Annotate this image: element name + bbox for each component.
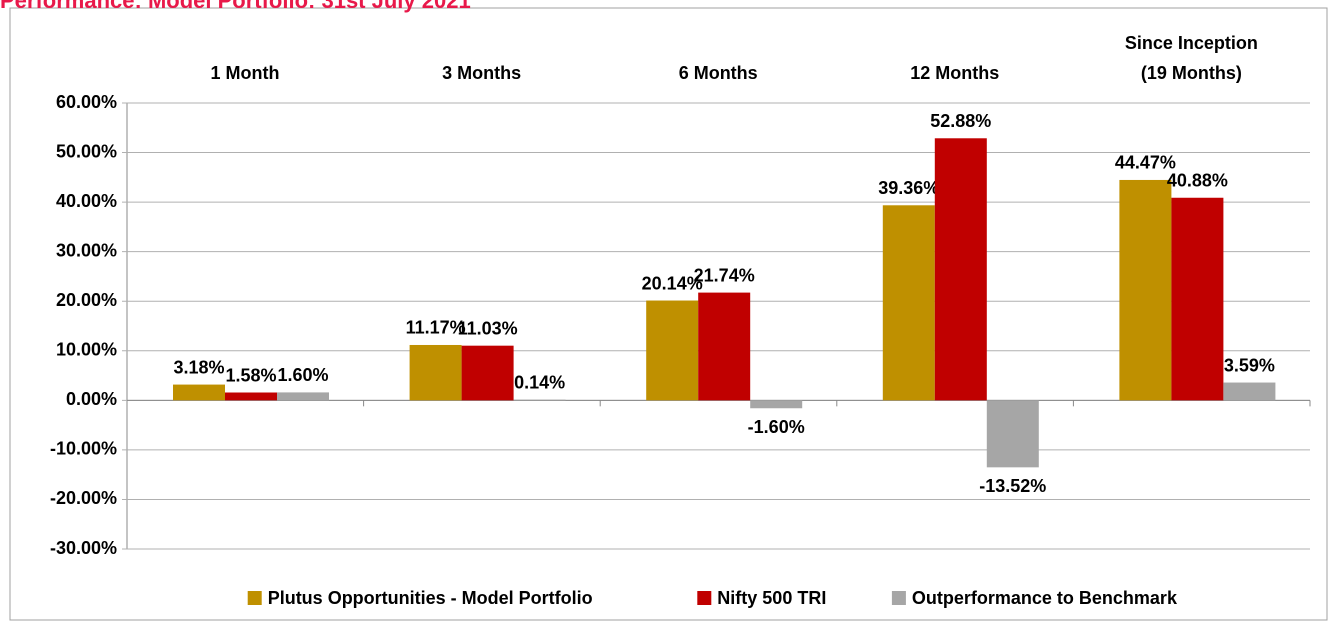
data-label: 11.03% bbox=[458, 318, 518, 338]
data-label: 39.36% bbox=[878, 178, 939, 198]
legend-swatch bbox=[247, 591, 262, 605]
data-label: 40.88% bbox=[1167, 171, 1228, 191]
data-label: 44.47% bbox=[1115, 153, 1176, 173]
y-tick-label: -20.00% bbox=[50, 488, 117, 508]
category-label: Since Inception (19 Months) bbox=[1124, 33, 1258, 83]
bar bbox=[1171, 197, 1224, 401]
legend-swatch bbox=[697, 591, 712, 605]
y-tick-label: 10.00% bbox=[56, 340, 117, 360]
y-tick-label: 30.00% bbox=[56, 240, 117, 260]
y-tick-label: -30.00% bbox=[50, 538, 117, 558]
category-label: 12 Months bbox=[910, 63, 1000, 83]
data-label: -1.60% bbox=[748, 417, 805, 437]
chart-border bbox=[9, 7, 1328, 621]
data-label: 52.88% bbox=[930, 111, 991, 131]
data-label: 1.60% bbox=[277, 365, 328, 385]
bar bbox=[750, 400, 803, 409]
data-label: 21.74% bbox=[694, 265, 755, 285]
data-label: 1.58% bbox=[225, 365, 276, 385]
data-label: -13.52% bbox=[979, 476, 1046, 496]
legend-label: Nifty 500 TRI bbox=[717, 588, 826, 608]
bar bbox=[277, 392, 329, 401]
bar bbox=[173, 384, 225, 401]
bar bbox=[646, 300, 699, 401]
category-label: 3 Months bbox=[442, 63, 522, 83]
data-label: 20.14% bbox=[642, 273, 703, 293]
bar bbox=[698, 292, 751, 401]
legend-swatch bbox=[891, 591, 906, 605]
bar bbox=[1223, 382, 1276, 401]
data-label: 0.14% bbox=[514, 372, 565, 392]
bar bbox=[513, 399, 566, 401]
bar bbox=[409, 344, 462, 401]
category-label: 1 Month bbox=[210, 63, 280, 83]
bar bbox=[882, 205, 935, 401]
y-tick-label: 0.00% bbox=[66, 389, 117, 409]
chart-title: Performance: Model Portfolio: 31st July … bbox=[0, 0, 471, 13]
data-label: 3.18% bbox=[173, 357, 224, 377]
bar bbox=[986, 400, 1039, 468]
bar bbox=[934, 138, 987, 401]
legend-label: Outperformance to Benchmark bbox=[912, 588, 1178, 608]
data-label: 11.17% bbox=[406, 318, 466, 338]
bar bbox=[461, 345, 514, 401]
y-tick-label: 20.00% bbox=[56, 290, 117, 310]
y-tick-label: 40.00% bbox=[56, 191, 117, 211]
category-label: 6 Months bbox=[678, 63, 758, 83]
y-tick-label: 60.00% bbox=[56, 92, 117, 112]
data-label: 3.59% bbox=[1224, 355, 1275, 375]
y-tick-label: 50.00% bbox=[56, 141, 117, 161]
legend-label: Plutus Opportunities - Model Portfolio bbox=[268, 588, 593, 608]
bar bbox=[225, 392, 277, 401]
bar bbox=[1119, 179, 1172, 401]
y-tick-label: -10.00% bbox=[50, 439, 117, 459]
